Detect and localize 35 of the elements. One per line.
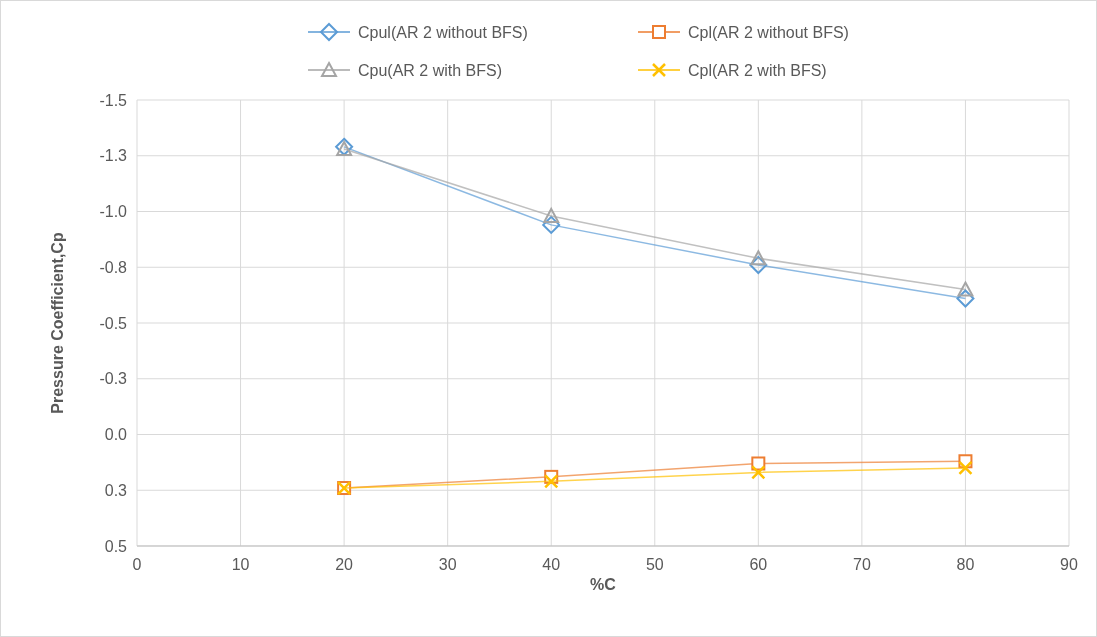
point	[750, 250, 767, 266]
y-axis-title: Pressure Coefficient,Cp	[49, 232, 66, 414]
y-tick-label: -1.3	[99, 147, 128, 165]
y-tick-label: -0.5	[99, 314, 128, 332]
y-tick-label: 0.0	[104, 426, 128, 444]
point	[749, 256, 768, 275]
point	[751, 465, 766, 480]
x-tick-label: 40	[542, 556, 561, 573]
x-tick-label: 20	[335, 556, 354, 573]
x-tick-label: 0	[132, 556, 142, 573]
y-tick-label: -1.5	[99, 91, 128, 109]
x-tick-label: 60	[749, 556, 768, 573]
x-tick-label: 10	[231, 556, 250, 573]
point	[543, 207, 560, 223]
legend-label: Cpl(AR 2 with BFS)	[688, 61, 827, 79]
point	[542, 215, 561, 234]
y-tick-label: -0.8	[99, 258, 128, 276]
x-tick-label: 90	[1060, 556, 1078, 573]
y-tick-label: 0.5	[104, 537, 128, 555]
x-tick-label: 30	[438, 556, 457, 573]
legend-label: Cpu(AR 2 with BFS)	[358, 61, 503, 79]
point	[957, 281, 974, 297]
y-tick-label: -1.0	[99, 203, 128, 221]
point	[336, 141, 353, 157]
point	[958, 460, 973, 476]
legend-label: Cpl(AR 2 without BFS)	[688, 23, 849, 41]
point	[543, 474, 559, 489]
legend-label: Cpul(AR 2 without BFS)	[358, 23, 528, 41]
x-tick-label: 80	[956, 556, 975, 573]
x-tick-label: 70	[852, 556, 871, 573]
x-axis-title: %C	[590, 576, 617, 593]
y-tick-label: 0.3	[104, 481, 128, 499]
point	[956, 289, 975, 308]
x-tick-label: 50	[645, 556, 664, 573]
y-tick-label: -0.3	[99, 370, 128, 388]
